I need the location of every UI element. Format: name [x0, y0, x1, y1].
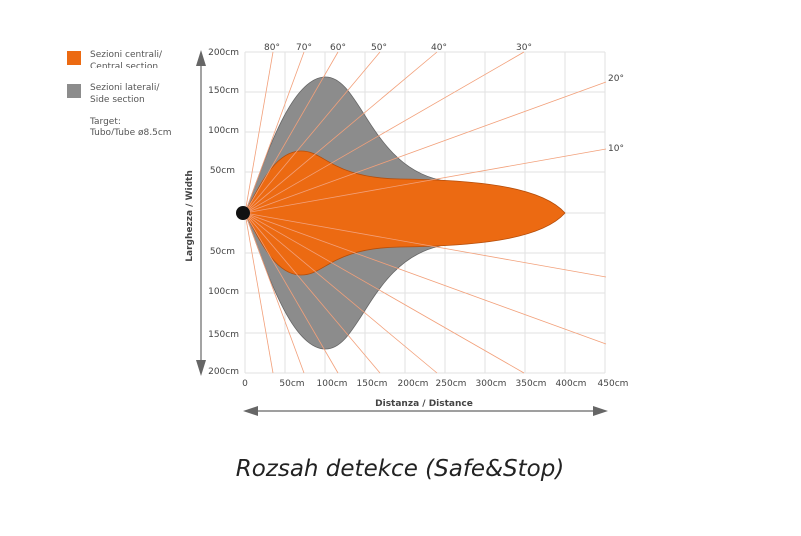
x-tick-label: 350cm [516, 379, 547, 389]
angle-label: 50° [371, 43, 387, 53]
angle-label: 80° [264, 43, 280, 53]
x-tick-labels: 0 50cm 100cm 150cm 200cm 250cm 300cm 350… [242, 379, 628, 389]
legend-swatch [67, 51, 81, 65]
angle-label: 10° [608, 144, 624, 154]
central-section [244, 150, 566, 276]
x-tick-label: 300cm [476, 379, 507, 389]
x-tick-label: 100cm [317, 379, 348, 389]
legend-sublabel: Side section [90, 95, 145, 105]
y-tick-label: 200cm [208, 367, 239, 377]
angle-label: 70° [296, 43, 312, 53]
angle-label: 60° [330, 43, 346, 53]
x-axis-label: Distanza / Distance [375, 399, 473, 409]
target-label: Target: [89, 117, 121, 127]
y-tick-label: 200cm [208, 48, 239, 58]
x-tick-label: 400cm [556, 379, 587, 389]
y-tick-label: 100cm [208, 287, 239, 297]
angle-label: 30° [516, 43, 532, 53]
x-tick-label: 200cm [398, 379, 429, 389]
y-axis-label: Larghezza / Width [185, 170, 195, 261]
x-tick-label: 50cm [279, 379, 304, 389]
sensor [236, 206, 250, 220]
angle-label: 20° [608, 74, 624, 84]
x-tick-label: 150cm [357, 379, 388, 389]
legend-label: Sezioni centrali/ [90, 50, 163, 60]
y-tick-label: 100cm [208, 126, 239, 136]
y-tick-label: 150cm [208, 86, 239, 96]
x-arrow [243, 406, 608, 416]
legend-label: Sezioni laterali/ [90, 83, 160, 93]
x-tick-label: 450cm [598, 379, 629, 389]
angle-rays [244, 51, 607, 374]
y-tick-label: 150cm [208, 330, 239, 340]
x-tick-label: 0 [242, 379, 248, 389]
y-tick-labels: 200cm 150cm 100cm 50cm 50cm 100cm 150cm … [208, 48, 239, 377]
legend: Sezioni centrali/ Central section Sezion… [67, 50, 172, 138]
target-sublabel: Tubo/Tube ø8,5cm [89, 128, 172, 138]
angle-label: 40° [431, 43, 447, 53]
x-tick-label: 250cm [436, 379, 467, 389]
caption: Rozsah detekce (Safe&Stop) [236, 456, 565, 482]
y-tick-label: 50cm [210, 166, 235, 176]
legend-swatch [67, 84, 81, 98]
y-tick-label: 50cm [210, 247, 235, 257]
legend-sublabel: Central section [90, 62, 158, 72]
angle-labels: 80° 70° 60° 50° 40° 30° 20° 10° [264, 43, 624, 154]
y-arrow [196, 50, 206, 376]
